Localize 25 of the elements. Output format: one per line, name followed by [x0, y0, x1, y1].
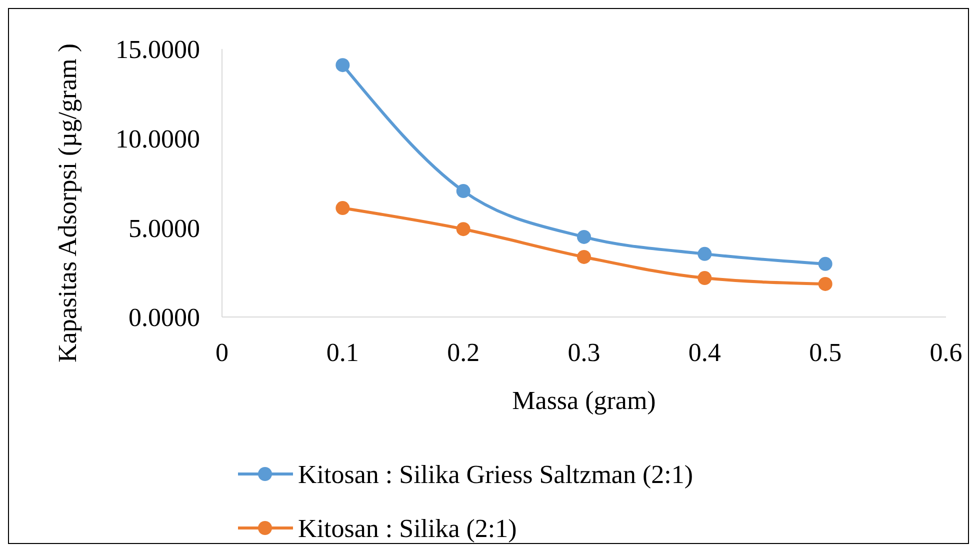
- x-tick-label: 0.1: [326, 338, 359, 367]
- y-axis-title: Kapasitas Adsorpsi (µg/gram ): [53, 44, 82, 362]
- legend-label: Kitosan : Silika (2:1): [298, 514, 517, 544]
- x-tick-label: 0.6: [930, 338, 962, 367]
- y-tick-label: 0.0000: [128, 303, 200, 332]
- x-tick-label: 0.5: [809, 338, 842, 367]
- x-tick-label: 0: [216, 338, 228, 367]
- point: [698, 246, 712, 261]
- point: [456, 184, 470, 198]
- point: [818, 276, 832, 291]
- point: [698, 271, 712, 286]
- point: [336, 201, 350, 216]
- y-tick-label: 15.0000: [116, 35, 200, 64]
- point: [456, 222, 470, 236]
- x-axis-title: Massa (gram): [512, 386, 656, 415]
- point: [577, 250, 591, 264]
- point: [818, 256, 832, 271]
- point: [577, 230, 591, 244]
- x-tick-label: 0.3: [568, 338, 600, 367]
- y-tick-label: 10.0000: [116, 124, 200, 154]
- x-tick-label: 0.4: [688, 338, 721, 367]
- point: [336, 58, 350, 72]
- y-tick-label: 5.0000: [128, 214, 200, 243]
- x-tick-label: 0.2: [447, 338, 480, 367]
- legend-label: Kitosan : Silika Griess Saltzman (2:1): [298, 460, 694, 490]
